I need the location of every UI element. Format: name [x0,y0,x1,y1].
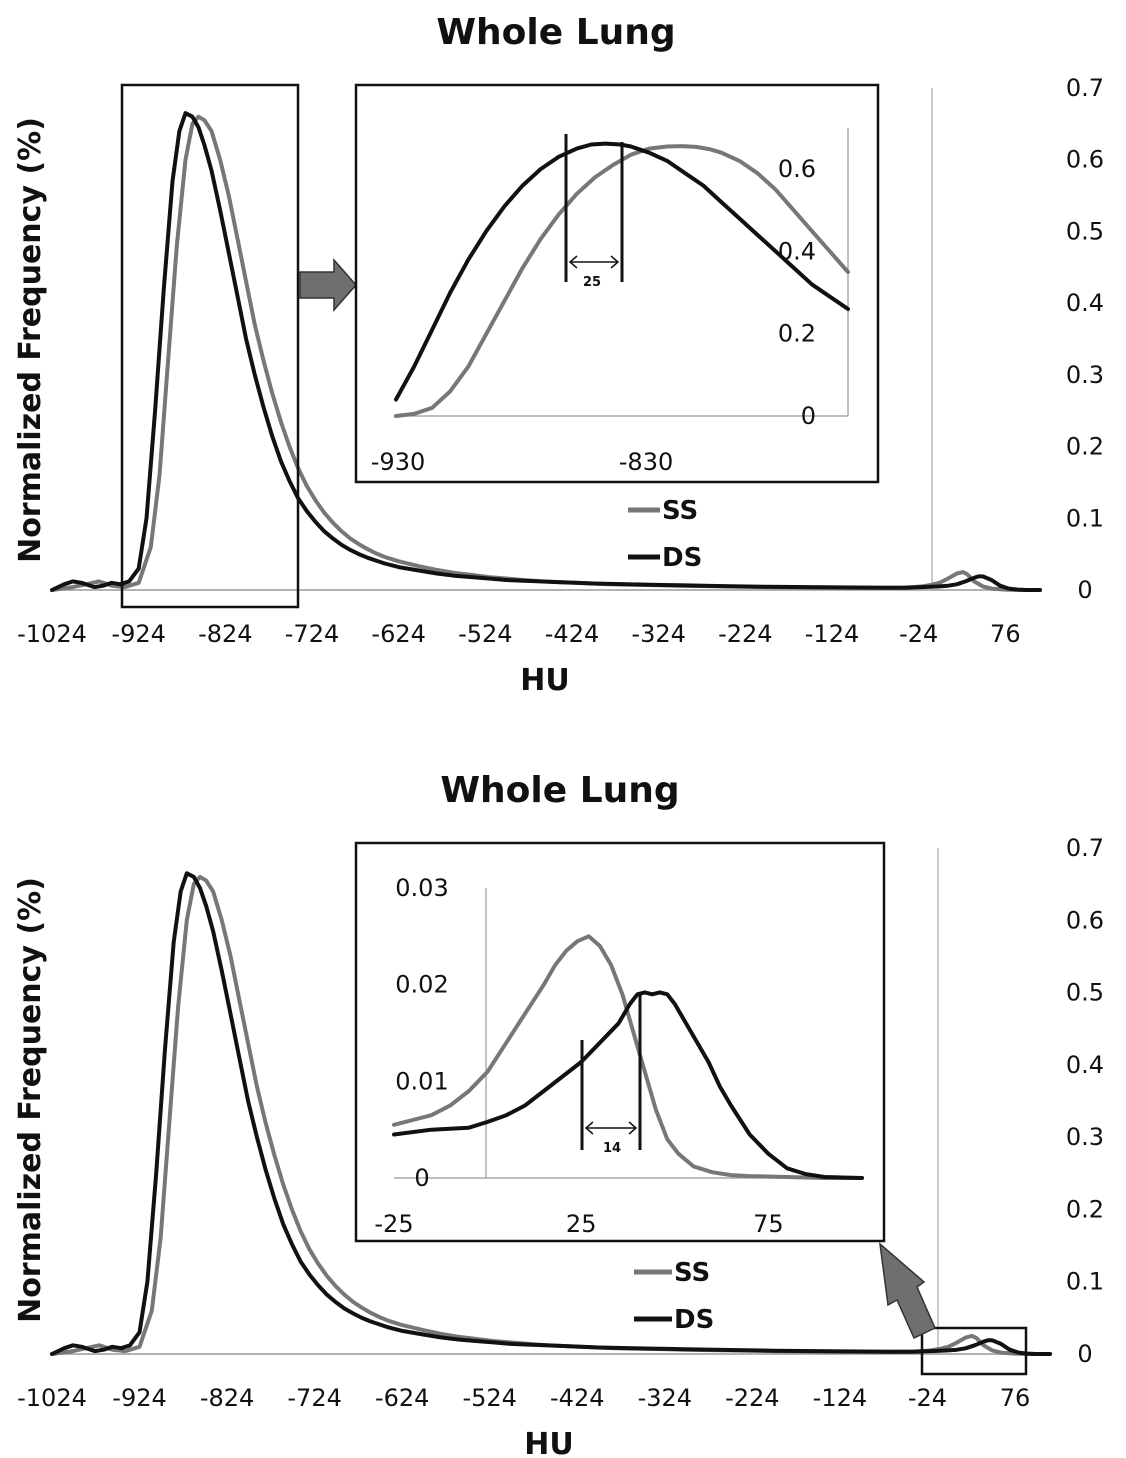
inset-y-tick-label: 0.4 [778,237,816,265]
x-tick-label: -124 [813,1384,867,1412]
y-tick-label: 0.2 [1066,1195,1104,1223]
y-axis-label: Normalized Frequency (%) [13,117,48,563]
zoom-region-box [120,83,300,609]
inset-x-tick-label: -830 [619,448,673,476]
shift-arrowhead-right [628,1121,638,1135]
y-tick-labels: 0 0.1 0.2 0.3 0.4 0.5 0.6 0.7 [1066,74,1104,604]
inset-series-group [394,141,850,418]
x-axis-label: HU [524,1427,573,1458]
x-tick-labels: -1024 -924 -824 -724 -624 -524 -424 -324 -224 -12… [17,1384,1030,1412]
y-tick-label: 0.3 [1066,1123,1104,1151]
inset-y-tick-label: 0.02 [395,971,448,999]
y-axis-label: Normalized Frequency (%) [13,877,48,1323]
y-tick-label: 0.3 [1066,361,1104,389]
legend-label-ss: SS [674,1258,710,1288]
shift-annotation: 14 [603,1141,621,1156]
x-tick-label: -924 [111,620,165,648]
inset-x-tick-label: -25 [374,1210,413,1238]
x-tick-label: 76 [1000,1384,1031,1412]
x-tick-label: -224 [718,620,772,648]
inset-y-tick-label: 0.6 [778,155,816,183]
x-tick-label: -624 [375,1384,429,1412]
x-tick-label: -524 [462,1384,516,1412]
x-tick-label: -324 [631,620,685,648]
x-tick-label: -324 [638,1384,692,1412]
y-tick-label: 0.1 [1066,504,1104,532]
shift-annotation: 25 [583,275,601,290]
legend-label-ds: DS [662,543,702,573]
x-tick-labels: -1024 -924 -824 -724 -624 -524 -424 -324 -224 -12… [17,620,1020,648]
inset-y-tick-label: 0 [801,402,816,430]
legend: SS DS [628,496,702,573]
inset-x-tick-label: -930 [371,448,425,476]
shift-arrowhead-left [568,255,578,269]
x-tick-label: -824 [200,1384,254,1412]
zoom-arrow [299,258,357,312]
inset-series-line-ss [392,934,864,1180]
inset-series-line-ds [394,141,850,402]
chart-top: Whole Lung Normalized Frequency (%) HU 0… [13,12,1104,698]
chart-title: Whole Lung [440,770,679,811]
inset-y-tick-label: 0.03 [395,874,448,902]
chart-title: Whole Lung [436,12,675,53]
zoom-arrow [879,1242,936,1340]
y-tick-label: 0.5 [1066,979,1104,1007]
x-tick-label: -424 [545,620,599,648]
inset-series-line-ss [394,144,850,418]
inset-x-tick-label: 75 [753,1210,784,1238]
y-tick-labels: 0 0.1 0.2 0.3 0.4 0.5 0.6 0.7 [1066,834,1104,1368]
legend-label-ss: SS [662,496,698,526]
inset-series-group [392,934,864,1180]
chart-bottom: Whole Lung Normalized Frequency (%) HU 0… [13,770,1104,1458]
shift-arrowhead-right [610,255,620,269]
y-tick-label: 0.6 [1066,146,1104,174]
x-tick-label: -624 [371,620,425,648]
x-tick-label: -124 [805,620,859,648]
series-group [50,111,1042,592]
inset-x-tick-labels: -25 25 75 [374,1210,783,1238]
x-tick-label: -424 [550,1384,604,1412]
x-tick-label: -224 [725,1384,779,1412]
x-tick-label: -24 [899,620,938,648]
inset-x-tick-labels: -930 -830 [371,448,673,476]
inset-x-tick-label: 25 [566,1210,597,1238]
inset-frame [354,841,886,1243]
inset-y-tick-label: 0.2 [778,320,816,348]
inset-y-tick-label: 0 [414,1164,429,1192]
series-line-ds [50,111,1042,592]
y-tick-label: 0 [1077,1340,1092,1368]
y-tick-label: 0 [1077,576,1092,604]
y-tick-label: 0.5 [1066,217,1104,245]
series-group [50,871,1052,1356]
inset-panel: 0 0.01 0.02 0.03 -25 25 75 14 [354,841,886,1243]
y-tick-label: 0.6 [1066,906,1104,934]
shift-arrowhead-left [584,1121,594,1135]
y-tick-label: 0.4 [1066,1051,1104,1079]
series-line-ds [50,871,1052,1356]
y-tick-label: 0.7 [1066,834,1104,862]
inset-y-tick-label: 0.01 [395,1067,448,1095]
x-tick-label: -724 [287,1384,341,1412]
x-tick-label: -524 [458,620,512,648]
legend-label-ds: DS [674,1305,714,1335]
x-tick-label: -1024 [17,1384,87,1412]
x-tick-label: -24 [908,1384,947,1412]
legend: SS DS [634,1258,714,1335]
y-tick-label: 0.1 [1066,1268,1104,1296]
y-tick-label: 0.7 [1066,74,1104,102]
inset-y-tick-labels: 0 0.2 0.4 0.6 [778,155,816,430]
x-tick-label: -1024 [17,620,87,648]
inset-series-line-ds [392,990,864,1180]
x-axis-label: HU [520,663,569,698]
y-tick-label: 0.2 [1066,433,1104,461]
x-tick-label: -824 [198,620,252,648]
y-tick-label: 0.4 [1066,289,1104,317]
zoom-region-box [920,1326,1028,1376]
inset-panel: 0 0.2 0.4 0.6 -930 -830 25 [354,83,880,484]
x-tick-label: -724 [285,620,339,648]
x-tick-label: -924 [112,1384,166,1412]
inset-y-tick-labels: 0 0.01 0.02 0.03 [395,874,448,1192]
x-tick-label: 76 [990,620,1021,648]
